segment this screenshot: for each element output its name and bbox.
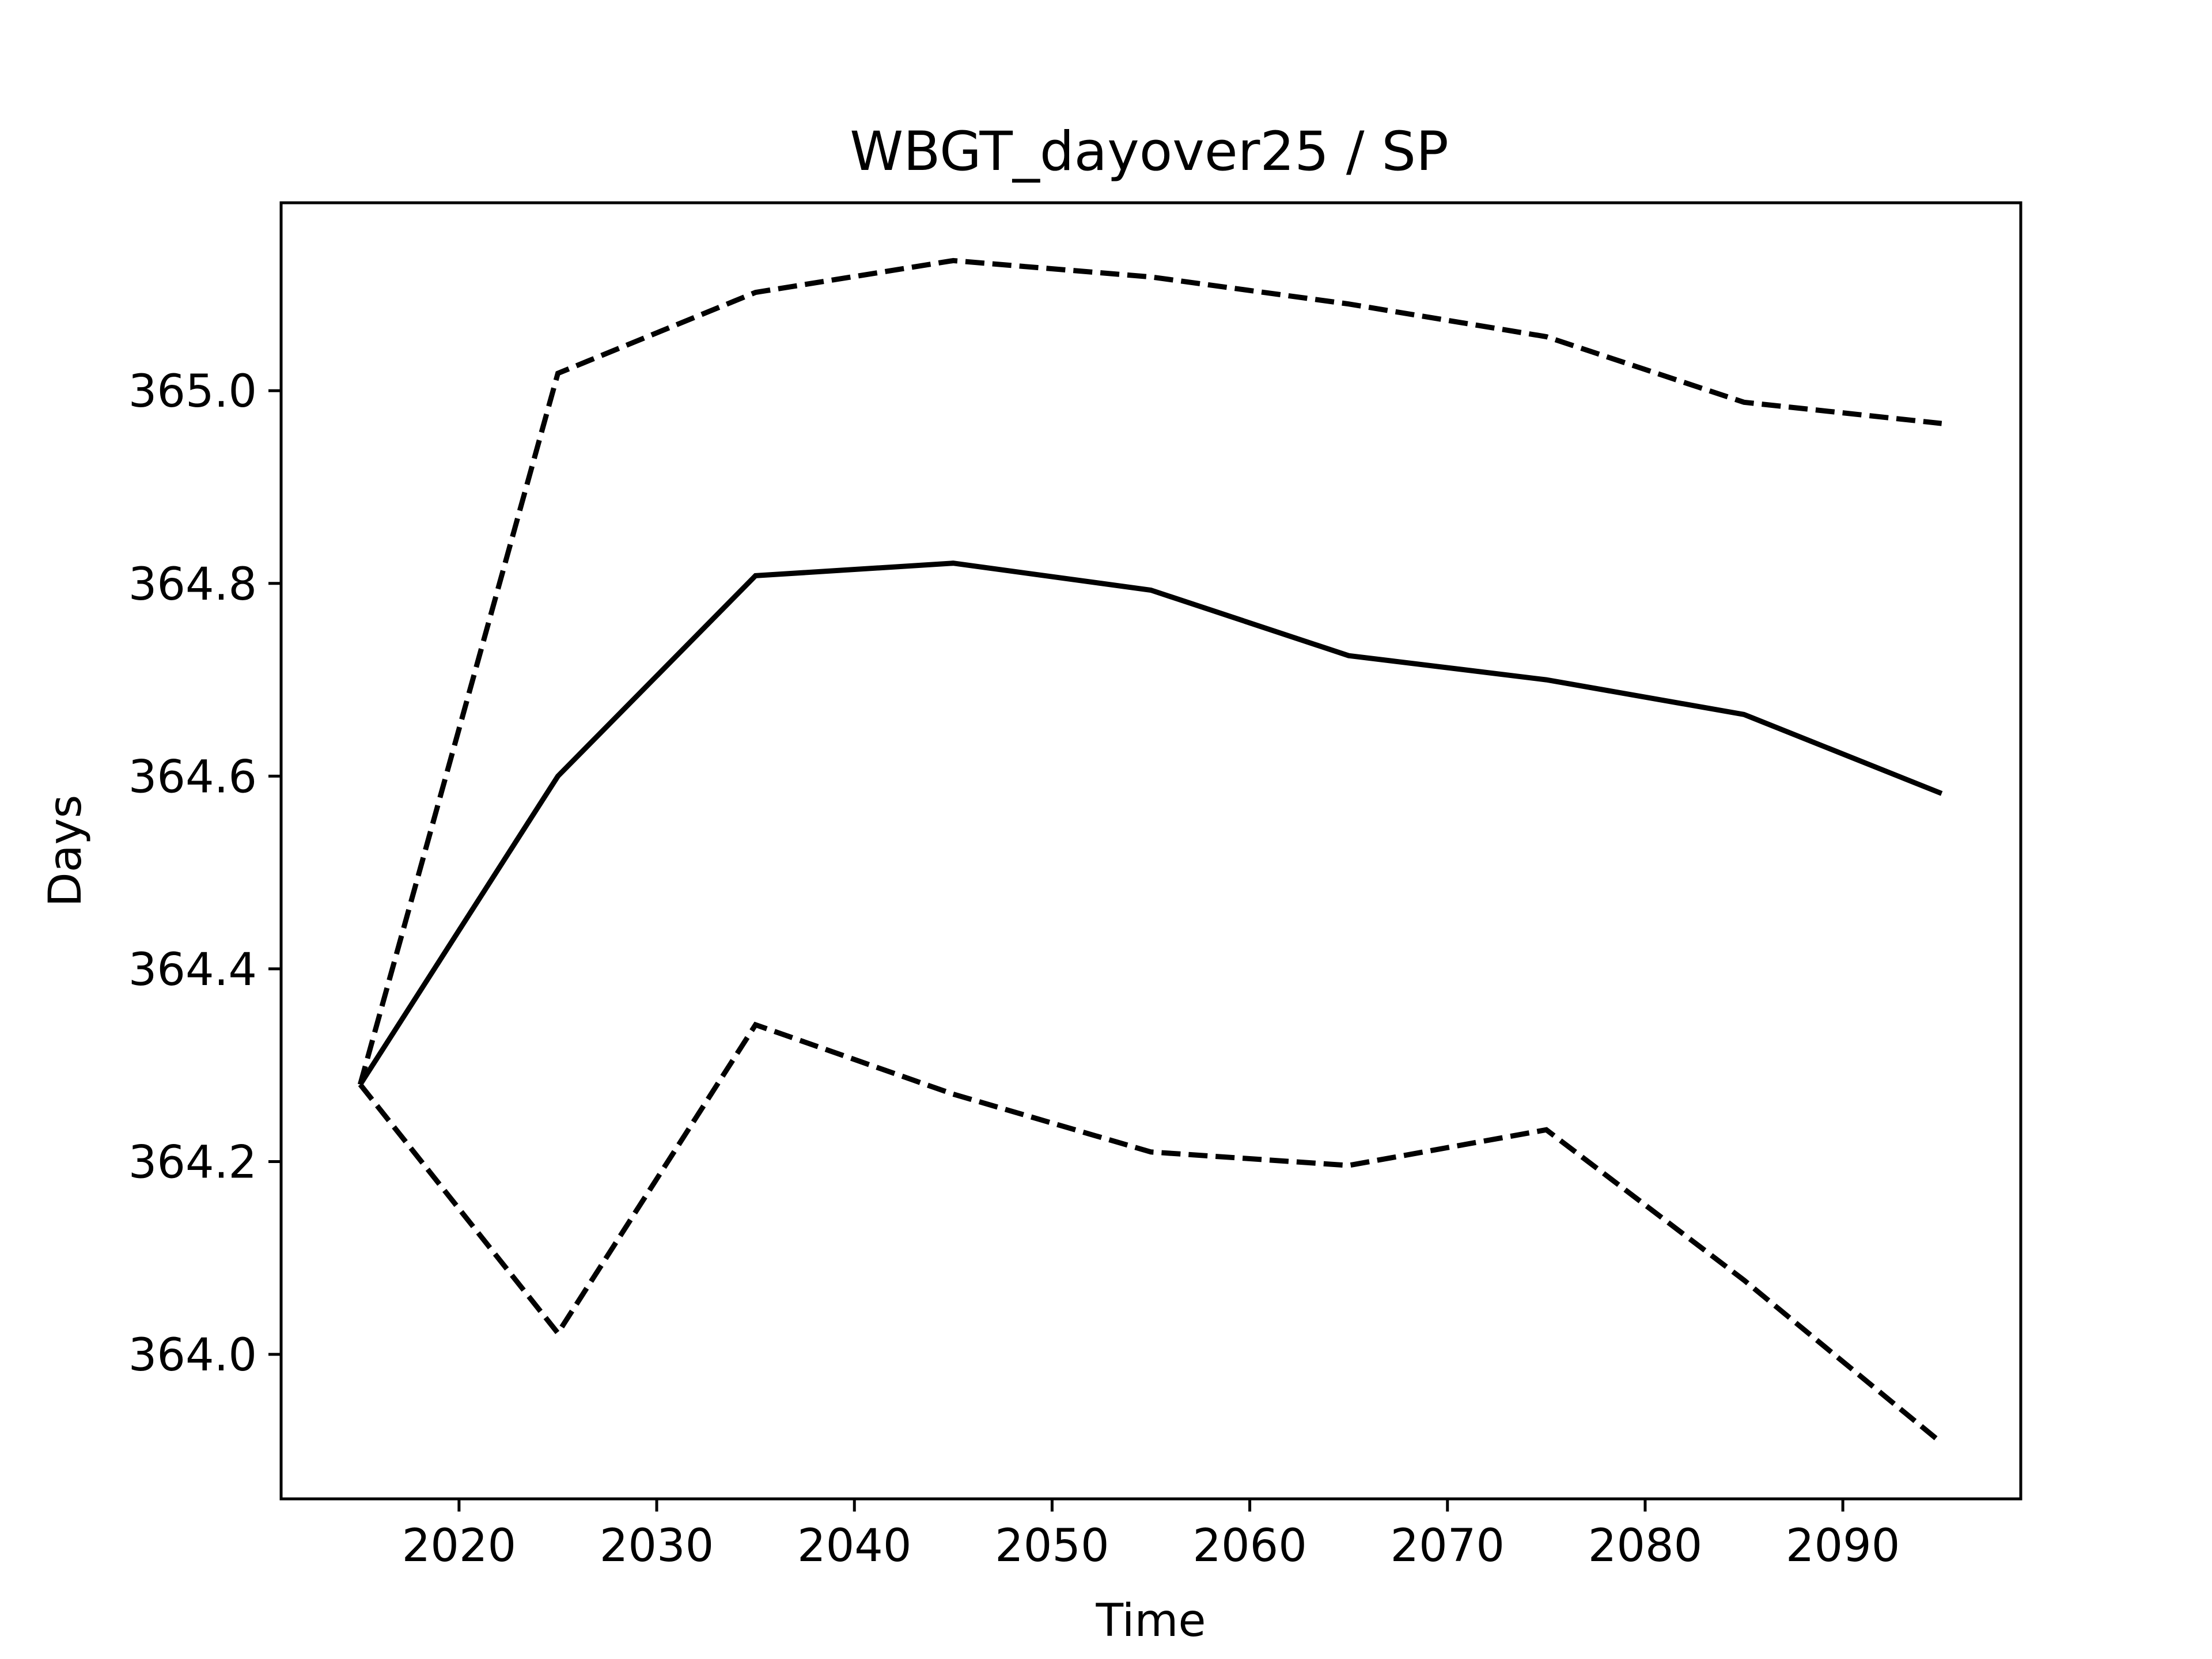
- series-line-2-solid: [358, 560, 1943, 1086]
- x-tick-label: 2040: [797, 1520, 912, 1572]
- y-axis-label: Days: [40, 795, 92, 907]
- y-tick-label: 364.4: [128, 944, 257, 996]
- y-tick-label: 364.2: [128, 1137, 257, 1188]
- chart-title: WBGT_dayover25 / SP: [850, 120, 1449, 183]
- plot-frame: [279, 201, 2022, 1501]
- x-tick-label: 2070: [1391, 1520, 1505, 1572]
- x-axis-label: Time: [1096, 1595, 1206, 1647]
- x-tick-label: 2020: [402, 1520, 517, 1572]
- x-tick-label: 2030: [600, 1520, 714, 1572]
- y-tick-label: 365.0: [128, 366, 257, 418]
- series-line-3-dashed: [358, 1021, 1944, 1445]
- y-tick-label: 364.8: [128, 559, 257, 611]
- series-line-1-dashed: [357, 257, 1942, 1085]
- x-tick-label: 2090: [1786, 1520, 1900, 1572]
- x-tick-label: 2080: [1588, 1520, 1703, 1572]
- x-tick-label: 2060: [1192, 1520, 1307, 1572]
- y-tick-label: 364.0: [128, 1330, 257, 1381]
- y-axis: 364.0 364.2 364.4 364.6 364.8 365.0: [128, 366, 281, 1381]
- series-layer: [357, 257, 1944, 1445]
- x-tick-label: 2050: [995, 1520, 1109, 1572]
- y-tick-label: 364.6: [128, 751, 257, 803]
- x-axis: 2020 2030 2040 2050 2060 2070 2080 2090: [402, 1499, 1900, 1572]
